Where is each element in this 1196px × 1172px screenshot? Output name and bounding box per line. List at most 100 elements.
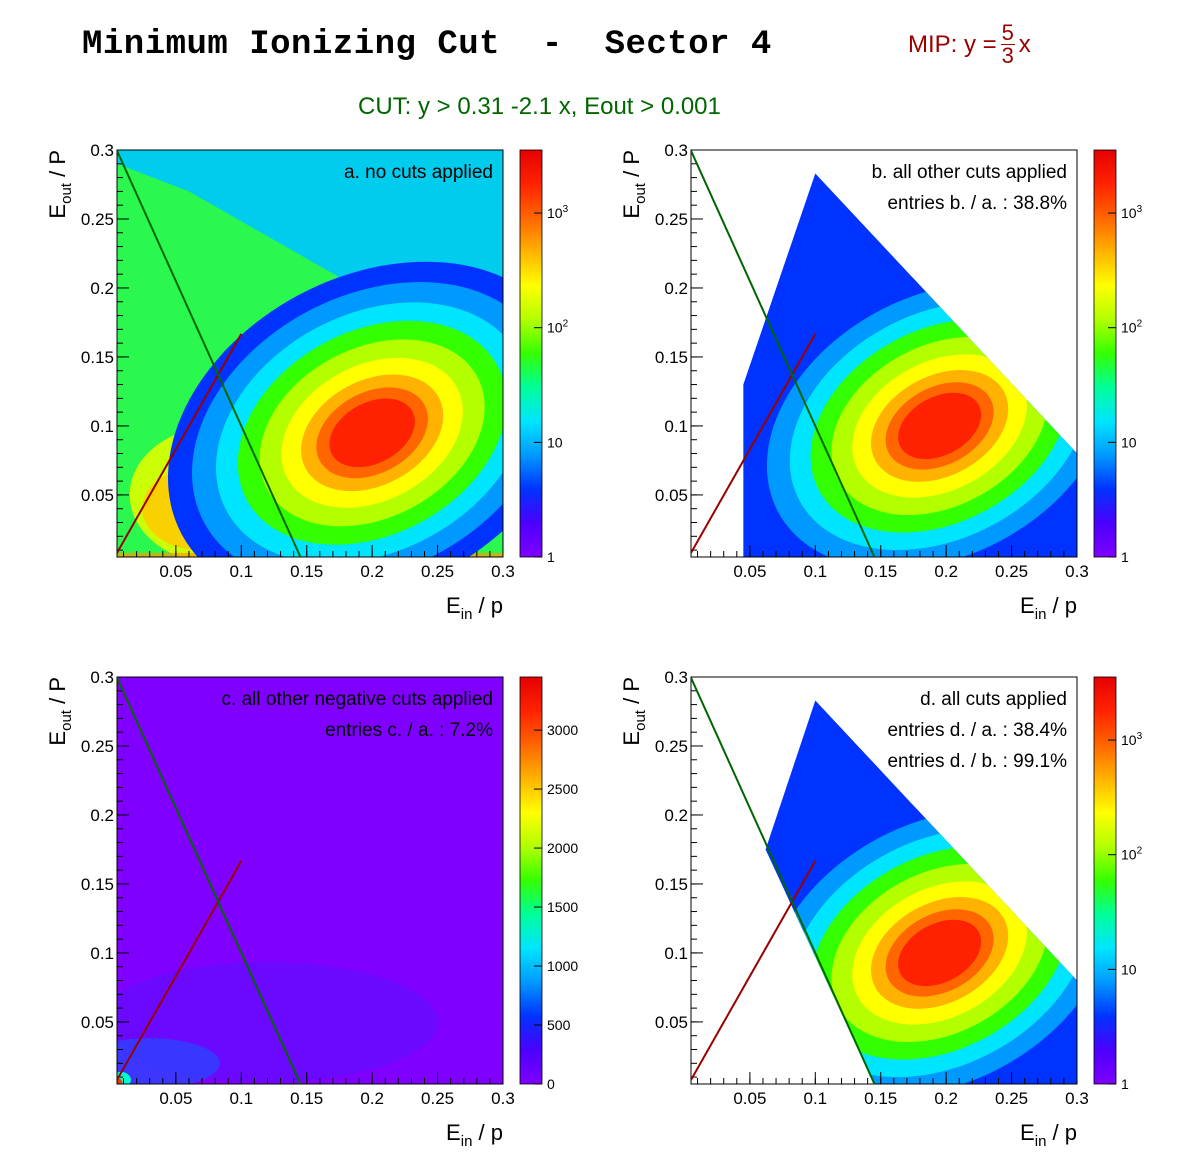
mip-numerator: 5 <box>1001 20 1014 45</box>
color-scale-bar <box>1093 149 1117 558</box>
x-axis-title-sub: in <box>1035 606 1047 623</box>
heatmap-blob <box>117 1078 123 1084</box>
x-axis: 0.05 0.1 0.15 0.2 0.25 0.3 <box>123 1072 515 1108</box>
color-scale-label-base: 10 <box>1121 205 1137 221</box>
x-tick-label: 0.15 <box>864 562 897 581</box>
x-axis-title-sub: in <box>1035 1133 1047 1150</box>
y-axis-title: Eout / P <box>45 677 75 746</box>
color-scale-label-exp: 3 <box>1137 204 1143 215</box>
x-axis: 0.05 0.1 0.15 0.2 0.25 0.3 <box>697 545 1089 581</box>
mip-prefix: MIP: y = <box>908 30 997 58</box>
y-tick-label: 0.2 <box>664 279 688 298</box>
x-axis-title: Ein / p <box>446 1120 503 1150</box>
fraction-bar <box>1000 44 1015 45</box>
y-tick-label: 0.05 <box>81 486 114 505</box>
y-axis-title: Eout / P <box>619 677 649 746</box>
color-scale-label: 102 <box>547 319 569 336</box>
panel-annotation: d. all cuts applied <box>920 689 1067 710</box>
mip-suffix: x <box>1018 30 1031 58</box>
x-tick-label: 0.2 <box>360 562 384 581</box>
y-axis-title-sub: out <box>632 182 649 204</box>
x-tick-label: 0.1 <box>803 1089 827 1108</box>
plot-frame <box>116 149 504 558</box>
mip-denominator: 3 <box>1001 43 1014 68</box>
y-axis: 0.05 0.1 0.15 0.2 0.25 0.3 <box>655 141 703 551</box>
color-scale-label-exp: 2 <box>563 319 569 330</box>
cut-label: CUT: y > 0.31 -2.1 x, Eout > 0.001 <box>358 93 721 120</box>
x-tick-label: 0.25 <box>421 562 454 581</box>
heatmap-contour <box>342 409 402 457</box>
color-scale-label: 1 <box>547 549 555 565</box>
x-tick-label: 0.05 <box>159 1089 192 1108</box>
x-axis-title-main: E <box>1020 593 1035 618</box>
y-tick-label: 0.1 <box>664 417 688 436</box>
color-scale-label: 1 <box>1121 549 1129 565</box>
panel-annotation: entries b. / a. : 38.8% <box>887 193 1067 214</box>
cut-line <box>117 150 302 557</box>
x-tick-label: 0.3 <box>491 562 515 581</box>
color-scale: 0 500 1000 1500 2000 2500 3000 <box>519 676 578 1092</box>
y-tick-label: 0.05 <box>655 1013 688 1032</box>
panel-b: 0.05 0.1 0.15 0.2 0.25 0.30.050.10.150.20.250… <box>619 141 1143 623</box>
x-tick-label: 0.1 <box>229 1089 253 1108</box>
color-scale-label-exp: 2 <box>1137 846 1143 857</box>
x-tick-label: 0.05 <box>733 1089 766 1108</box>
mip-line <box>117 860 243 1081</box>
x-tick-label: 0.15 <box>290 1089 323 1108</box>
y-tick-label: 0.3 <box>664 668 688 687</box>
y-tick-label: 0.1 <box>664 944 688 963</box>
heatmap-contour <box>910 403 969 449</box>
x-tick-label: 0.3 <box>1065 562 1089 581</box>
panel-a: 0.05 0.1 0.15 0.2 0.25 0.30.050.10.150.20.250… <box>45 141 569 623</box>
cut-line <box>691 150 876 557</box>
x-tick-label: 0.15 <box>864 1089 897 1108</box>
color-scale-label-base: 10 <box>1121 847 1137 863</box>
y-tick-label: 0.2 <box>90 279 114 298</box>
x-axis-title: Ein / p <box>446 593 503 623</box>
y-tick-label: 0.25 <box>81 210 114 229</box>
y-axis-title-main: E <box>45 204 70 219</box>
x-axis-title: Ein / p <box>1020 593 1077 623</box>
color-scale-label: 10 <box>1121 961 1137 977</box>
cut-line <box>117 677 302 1084</box>
heatmap-layer <box>117 150 503 557</box>
page-title: Minimum Ionizing Cut - Sector 4 <box>82 26 772 64</box>
y-tick-label: 0.3 <box>90 141 114 160</box>
y-axis-title-sub: out <box>632 709 649 731</box>
color-scale-label-base: 10 <box>547 320 563 336</box>
x-tick-label: 0.2 <box>934 1089 958 1108</box>
x-axis: 0.05 0.1 0.15 0.2 0.25 0.3 <box>697 1072 1089 1108</box>
y-tick-label: 0.3 <box>90 668 114 687</box>
color-scale-label: 103 <box>1121 731 1143 748</box>
color-scale-label: 2500 <box>547 781 578 797</box>
x-tick-label: 0.25 <box>995 1089 1028 1108</box>
panel-annotation: a. no cuts applied <box>344 162 493 183</box>
color-scale-label: 2000 <box>547 840 578 856</box>
color-scale-label: 1500 <box>547 899 578 915</box>
color-scale-label: 102 <box>1121 319 1143 336</box>
y-tick-label: 0.25 <box>655 737 688 756</box>
color-scale-label-base: 10 <box>547 205 563 221</box>
x-tick-label: 0.3 <box>491 1089 515 1108</box>
x-axis-title-tail: / p <box>1046 593 1077 618</box>
mip-fraction: 5 3 <box>1000 20 1015 68</box>
y-axis-title: Eout / P <box>619 150 649 219</box>
y-axis-title: Eout / P <box>45 150 75 219</box>
heatmap-layer <box>117 677 503 1084</box>
x-axis-title-tail: / p <box>472 1120 503 1145</box>
y-axis-title-tail: / P <box>619 677 644 710</box>
y-tick-label: 0.15 <box>655 875 688 894</box>
panel-annotation: b. all other cuts applied <box>872 162 1067 183</box>
x-tick-label: 0.2 <box>360 1089 384 1108</box>
color-scale-bar <box>519 676 543 1085</box>
panel-annotation: entries c. / a. : 7.2% <box>325 720 493 741</box>
plot-frame <box>690 149 1078 558</box>
y-tick-label: 0.2 <box>90 806 114 825</box>
y-tick-label: 0.05 <box>655 486 688 505</box>
x-tick-label: 0.2 <box>934 562 958 581</box>
heatmap-contour <box>910 930 969 976</box>
y-axis: 0.05 0.1 0.15 0.2 0.25 0.3 <box>81 668 129 1078</box>
x-axis-title: Ein / p <box>1020 1120 1077 1150</box>
